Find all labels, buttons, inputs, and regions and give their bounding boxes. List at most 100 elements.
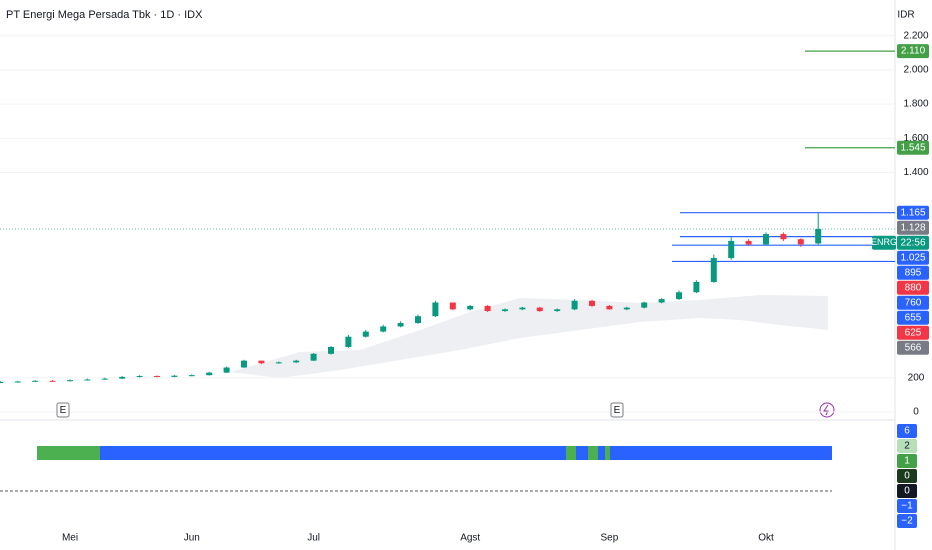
event-marker (610, 402, 624, 418)
candle-body (415, 316, 421, 324)
x-tick-label: Jun (184, 533, 200, 544)
price-badge-box (897, 280, 929, 295)
candle-body (397, 323, 404, 327)
price-badge: 2.110 (897, 44, 929, 59)
candle-body (589, 300, 595, 306)
candle-body (49, 380, 56, 382)
price-badge-box (897, 310, 929, 325)
band-segment (37, 446, 100, 460)
band-segment (566, 446, 576, 460)
candle-body (519, 307, 526, 310)
event-marker (56, 402, 70, 418)
candle-body (241, 360, 247, 368)
price-badge-label: 655 (905, 312, 922, 323)
candle-body (258, 360, 265, 364)
indicator-badge-box (897, 469, 917, 483)
price-badge-label: 1.128 (900, 222, 925, 233)
candle-body (641, 302, 648, 308)
price-badge-box (897, 44, 929, 59)
candle-body (467, 305, 474, 310)
price-badge: 625 (897, 325, 929, 340)
indicator-badge-label: 1 (904, 456, 910, 467)
symbol-box (872, 235, 896, 250)
candle-body (206, 372, 213, 376)
candle-body (171, 375, 178, 377)
candle-body (119, 376, 126, 379)
price-badge-box (897, 295, 929, 310)
band-segment (37, 446, 832, 460)
candle-body (571, 300, 578, 310)
candle-body (728, 240, 735, 259)
event-label: E (614, 405, 621, 416)
candle-body (745, 240, 752, 245)
candle-body (293, 360, 300, 363)
y-tick-label: 200 (908, 372, 925, 383)
price-badge-label: 625 (905, 327, 922, 338)
dividend-icon (819, 402, 835, 418)
price-badge-box (897, 205, 929, 220)
y-tick-label: 2.000 (903, 65, 928, 76)
indicator-badge-box (897, 424, 917, 438)
indicator-badge-box (897, 439, 917, 453)
price-badge: ENRG 22:56 (871, 235, 929, 250)
indicator-badge-box (897, 514, 917, 528)
candle-body (32, 380, 39, 382)
price-badge-box (897, 265, 929, 280)
candle-body (328, 346, 334, 354)
candle-body (136, 376, 143, 378)
candle-body (676, 292, 682, 300)
candle-body (345, 336, 352, 347)
price-badge: 895 (897, 265, 929, 280)
indicator-badge-label: 0 (904, 471, 910, 482)
candle-body (0, 382, 4, 384)
price-badge-label: 895 (905, 267, 922, 278)
candle-body (658, 299, 665, 303)
candle-body (432, 302, 439, 317)
indicator-badge-box (897, 499, 917, 513)
candle-body (554, 309, 561, 312)
x-tick-label: Okt (758, 533, 774, 544)
x-tick-label: Sep (601, 533, 619, 544)
event-label: E (60, 405, 67, 416)
indicator-badge-box (897, 484, 917, 498)
candle-body (84, 379, 91, 381)
candle-body (223, 367, 230, 373)
price-badge-label: 2.110 (901, 46, 926, 57)
indicator-badge-box (897, 454, 917, 468)
band-segment (605, 446, 610, 460)
y-tick-label: 1.400 (903, 167, 928, 178)
price-badge-box (897, 340, 929, 355)
price-badge-label: 1.165 (900, 207, 925, 218)
currency: IDR (897, 10, 914, 21)
candle-body (710, 258, 717, 282)
indicator-badge-label: 2 (904, 441, 910, 452)
candle-body (693, 281, 700, 293)
indicator-badge-label: 0 (904, 486, 910, 497)
candle-body (154, 376, 160, 378)
y-tick-label: 2.200 (903, 30, 928, 41)
candle-body (310, 353, 317, 361)
candle-body (362, 331, 369, 337)
countdown-label: 22:56 (900, 237, 925, 248)
price-badge-box (897, 140, 929, 155)
price-badge: 1.545 (897, 140, 929, 155)
price-badge: 1.128 (897, 220, 929, 235)
price-badge: 655 (897, 310, 929, 325)
price-badge-box (897, 235, 929, 250)
candle-body (606, 305, 613, 310)
y-tick-label: 0 (913, 407, 919, 418)
candle-body (101, 378, 108, 380)
band-segment (588, 446, 598, 460)
candle-body (14, 381, 21, 383)
price-badge-label: 1.545 (900, 142, 925, 153)
y-tick-label: 1.600 (903, 133, 928, 144)
x-tick-label: Mei (62, 533, 78, 544)
lower-band (37, 446, 832, 460)
candle-body (797, 239, 804, 245)
indicator-badge-label: 6 (904, 426, 910, 437)
candle-body (449, 302, 456, 310)
symbol-label: ENRG (871, 237, 897, 247)
price-badge-box (897, 250, 929, 265)
cloud (230, 295, 828, 378)
